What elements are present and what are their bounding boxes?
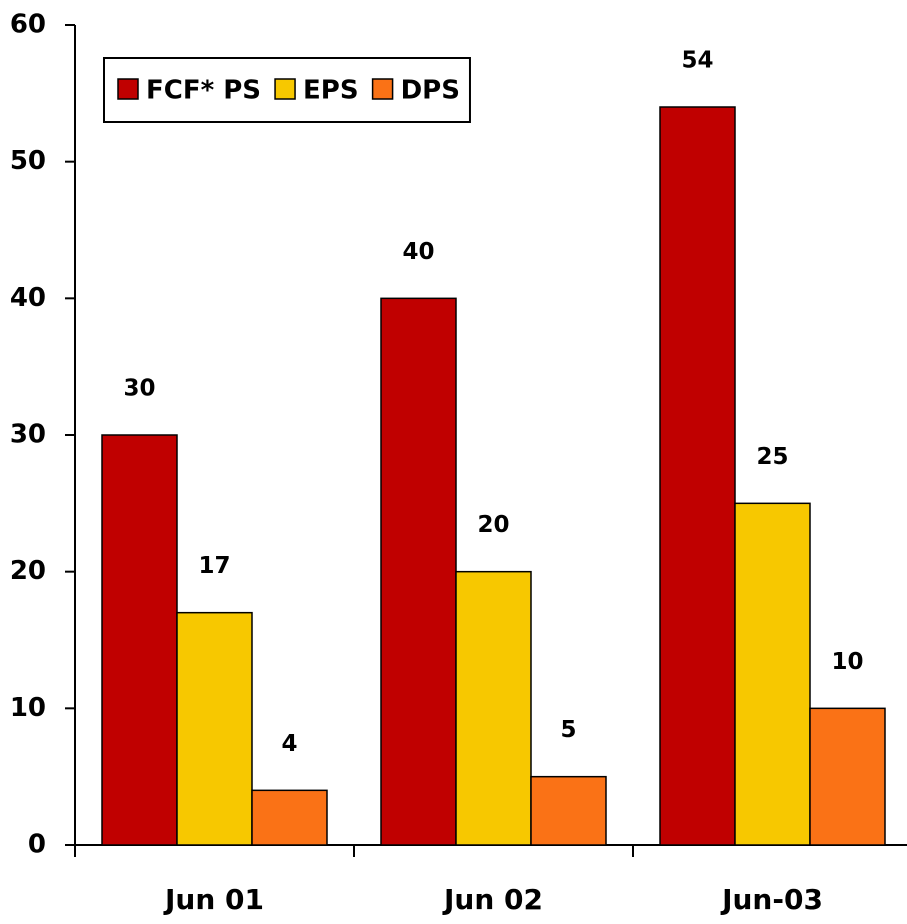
legend: FCF* PS EPS DPS <box>103 57 471 123</box>
x-tick-label: Jun-03 <box>720 883 823 916</box>
bar <box>176 611 253 846</box>
y-tick-label: 40 <box>10 283 46 313</box>
bar <box>251 789 328 846</box>
data-label: 4 <box>281 731 297 757</box>
y-tick-label: 50 <box>10 146 46 176</box>
legend-swatch <box>274 78 296 100</box>
y-tick-label: 30 <box>10 420 46 450</box>
y-tick-label: 20 <box>10 556 46 586</box>
legend-label: EPS <box>303 76 359 106</box>
bar <box>659 106 736 846</box>
data-label: 30 <box>123 376 155 402</box>
legend-label: FCF* PS <box>146 76 261 106</box>
bar <box>809 707 886 846</box>
data-label: 10 <box>831 649 863 675</box>
bar <box>380 297 457 846</box>
y-tick-label: 60 <box>10 10 46 40</box>
legend-label: DPS <box>401 76 460 106</box>
data-label: 20 <box>477 512 509 538</box>
data-label: 54 <box>681 48 713 74</box>
legend-swatch <box>371 78 394 100</box>
y-tick-label: 10 <box>10 693 46 723</box>
x-tick-label: Jun 01 <box>163 883 264 916</box>
data-label: 40 <box>402 239 434 265</box>
legend-swatch <box>117 78 139 100</box>
bar <box>734 502 811 846</box>
bar <box>455 570 532 846</box>
data-label: 5 <box>560 717 576 743</box>
bar <box>101 434 178 846</box>
y-tick-label: 0 <box>28 830 46 860</box>
bar <box>530 775 607 846</box>
x-tick-label: Jun 02 <box>442 883 543 916</box>
data-label: 25 <box>756 444 788 470</box>
data-label: 17 <box>198 553 230 579</box>
